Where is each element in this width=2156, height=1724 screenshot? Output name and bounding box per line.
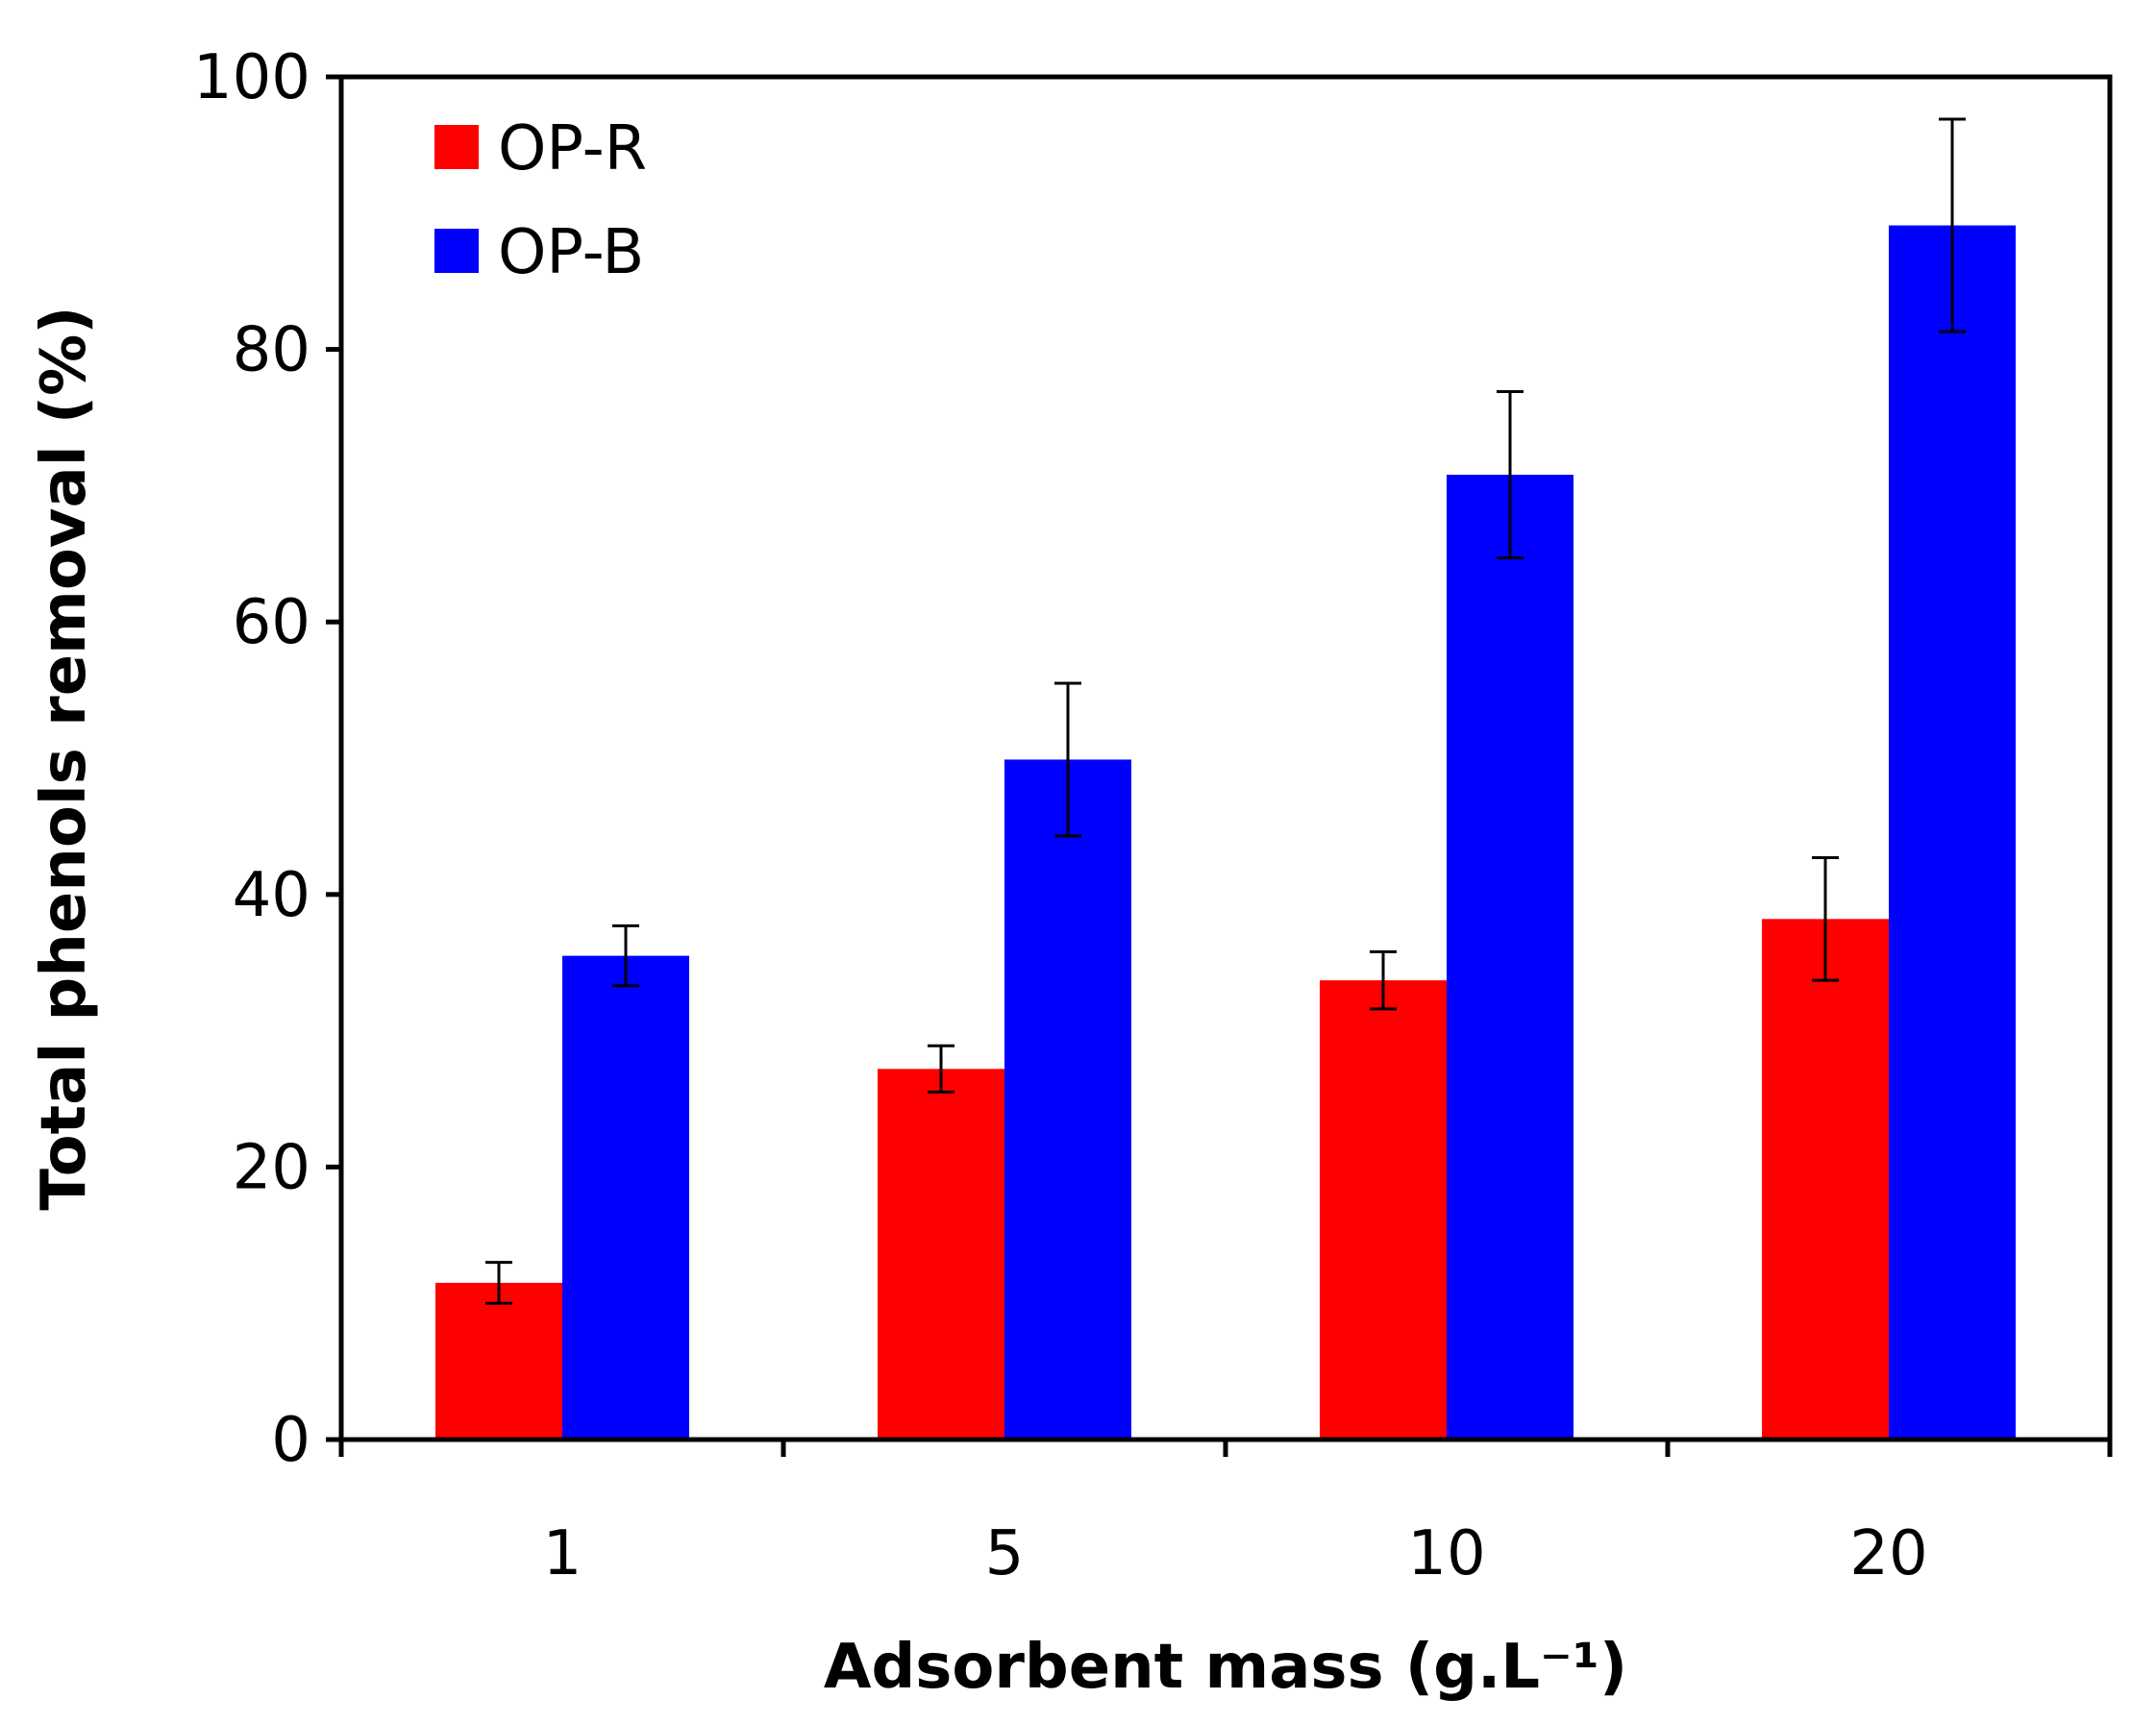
bar-op-r-10 — [1320, 980, 1447, 1440]
bars-group — [435, 225, 2016, 1440]
x-axis-title: Adsorbent mass (g.L⁻¹) — [824, 1632, 1627, 1703]
y-tick-label: 40 — [233, 860, 310, 931]
y-tick-label: 60 — [233, 587, 310, 658]
y-tick-label: 20 — [233, 1132, 310, 1203]
bar-op-b-10 — [1447, 475, 1574, 1440]
bar-op-b-5 — [1004, 759, 1131, 1440]
error-bar-op-r-5 — [928, 1044, 954, 1094]
bar-op-r-5 — [878, 1069, 1004, 1440]
legend-swatch — [434, 229, 479, 273]
error-bar-op-r-1 — [485, 1261, 512, 1305]
error-bar-op-r-10 — [1370, 949, 1397, 1011]
y-axis-title: Total phenols removal (%) — [29, 306, 100, 1210]
error-bar-op-r-20 — [1812, 856, 1839, 982]
error-bars-group — [485, 117, 1966, 1305]
legend-label: OP-B — [498, 217, 644, 288]
x-tick-label: 5 — [985, 1518, 1025, 1589]
error-bar-op-b-1 — [612, 924, 639, 988]
legend-swatch — [434, 125, 479, 169]
bar-op-r-20 — [1762, 919, 1889, 1440]
error-bar-op-b-10 — [1497, 390, 1524, 560]
bar-op-b-1 — [562, 955, 689, 1440]
legend-item-op-b: OP-B — [434, 217, 644, 288]
x-tick-label: 10 — [1407, 1518, 1485, 1589]
y-tick-label: 80 — [233, 315, 310, 386]
error-bar-op-b-20 — [1939, 117, 1966, 333]
legend: OP-R OP-B — [434, 113, 647, 288]
y-tick-label: 100 — [193, 42, 310, 113]
legend-item-op-r: OP-R — [434, 113, 647, 185]
x-tick-label: 1 — [543, 1518, 582, 1589]
error-bar-op-b-5 — [1054, 681, 1081, 838]
x-axis: 1 5 10 20 — [338, 1440, 2113, 1589]
legend-label: OP-R — [498, 113, 647, 185]
y-axis: 0 20 40 60 80 100 — [193, 42, 341, 1476]
x-tick-label: 20 — [1849, 1518, 1927, 1589]
y-tick-label: 0 — [271, 1405, 310, 1476]
bar-op-b-20 — [1889, 225, 2016, 1440]
bar-op-r-1 — [435, 1282, 562, 1440]
